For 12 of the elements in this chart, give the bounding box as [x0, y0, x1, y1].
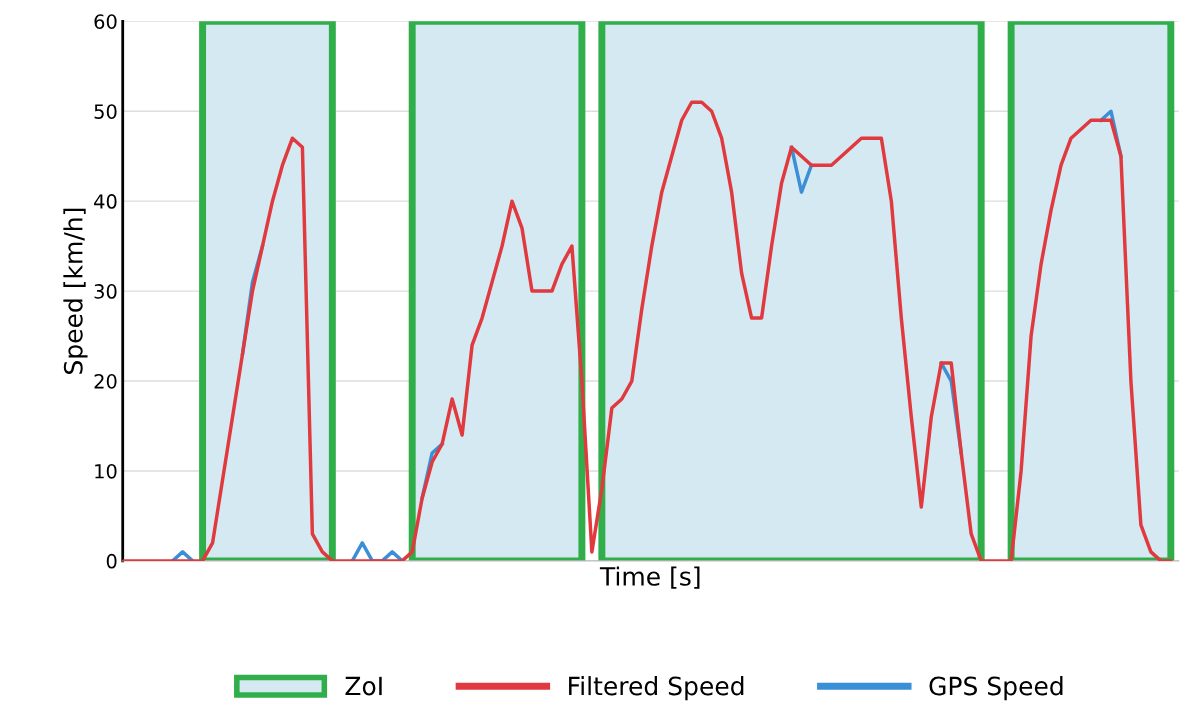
legend-label: Filtered Speed: [569, 676, 744, 701]
legend-label: GPS Speed: [929, 676, 1063, 701]
y-tick-label: 10: [95, 463, 117, 479]
legend-label: ZoI: [345, 676, 382, 696]
y-tick-label: 20: [94, 373, 117, 389]
y-tick-label: 50: [94, 104, 117, 119]
y-tick-label: 0: [106, 553, 117, 569]
y-axis-title: Speed [km/h]: [63, 208, 88, 374]
y-tick-label: 60: [94, 14, 117, 29]
x-axis-title: Time [s]: [599, 566, 700, 589]
y-tick-label: 40: [94, 194, 117, 209]
y-tick-label: 30: [94, 284, 117, 299]
